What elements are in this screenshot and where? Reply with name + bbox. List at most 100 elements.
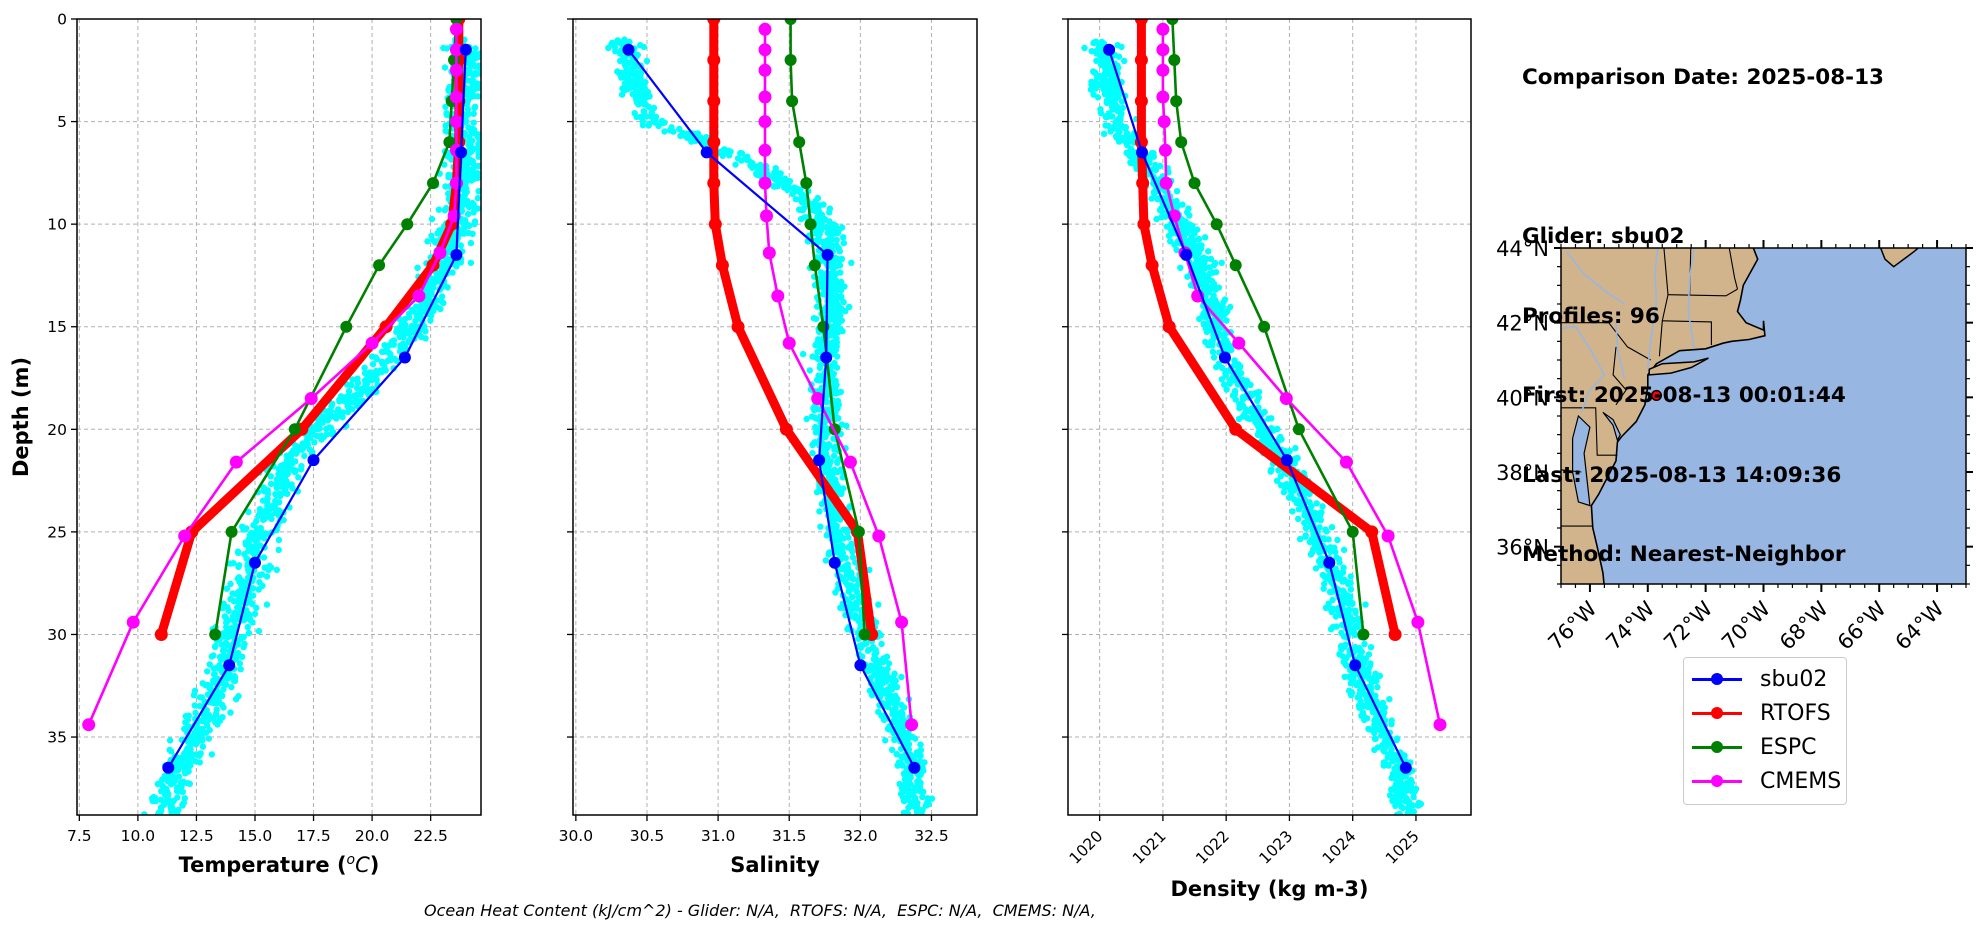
scatter-point: [190, 737, 198, 744]
scatter-point: [1209, 281, 1217, 289]
scatter-point: [1223, 317, 1230, 324]
scatter-point: [879, 666, 886, 673]
scatter-point: [163, 775, 171, 783]
scatter-point: [1201, 234, 1209, 241]
data-point-rtofs: [779, 422, 793, 436]
scatter-point: [443, 110, 450, 117]
scatter-point: [335, 406, 342, 413]
scatter-point: [405, 339, 412, 346]
scatter-point: [273, 566, 280, 574]
scatter-point: [261, 515, 268, 523]
scatter-point: [437, 305, 444, 313]
scatter-point: [1250, 414, 1258, 421]
scatter-point: [295, 474, 302, 481]
scatter-point: [1296, 535, 1304, 543]
data-point-rtofs: [707, 19, 721, 26]
scatter-point: [249, 619, 256, 626]
legend-swatch-rtofs: [1692, 707, 1742, 719]
scatter-point: [621, 80, 629, 87]
scatter-point: [1308, 549, 1316, 556]
scatter-point: [1222, 372, 1230, 379]
scatter-point: [217, 665, 224, 672]
scatter-point: [1336, 575, 1343, 583]
scatter-point: [394, 325, 401, 332]
scatter-point: [484, 44, 490, 50]
scatter-point: [474, 93, 481, 100]
scatter-point: [888, 746, 896, 754]
scatter-point: [459, 202, 466, 209]
comparison-date: Comparison Date: 2025-08-13: [1522, 65, 1885, 90]
scatter-point: [812, 429, 819, 436]
scatter-point: [1173, 246, 1180, 254]
scatter-point: [1340, 564, 1347, 571]
scatter-point: [460, 162, 467, 169]
scatter-point: [199, 680, 206, 687]
data-point-sbu02: [307, 454, 320, 467]
scatter-point: [444, 284, 451, 291]
series-line-cmems: [1161, 27, 1442, 727]
scatter-point: [811, 204, 818, 212]
data-point-cmems: [1156, 43, 1170, 57]
scatter-point: [834, 468, 841, 475]
scatter-point: [219, 692, 226, 699]
glider-location-marker: [1650, 389, 1663, 402]
scatter-point: [840, 239, 847, 247]
scatter-point: [471, 104, 478, 112]
scatter-point: [319, 419, 326, 426]
scatter-point: [368, 353, 376, 360]
data-point-cmems: [365, 336, 379, 350]
scatter-point: [1109, 78, 1116, 85]
data-point-cmems: [758, 63, 772, 77]
scatter-point: [912, 785, 919, 792]
scatter-point: [278, 473, 285, 480]
scatter-point: [864, 647, 872, 654]
scatter-point: [833, 236, 840, 244]
scatter-point: [1184, 273, 1191, 280]
scatter-point: [845, 534, 852, 541]
scatter-point: [173, 809, 181, 815]
scatter-point: [235, 563, 242, 571]
scatter-point: [1358, 712, 1365, 719]
scatter-point: [369, 361, 377, 368]
scatter-point: [1127, 159, 1134, 166]
scatter-point: [637, 70, 645, 77]
data-point-sbu02: [821, 248, 834, 261]
scatter-point: [1347, 586, 1355, 593]
data-point-espc: [808, 259, 821, 272]
series-sbu02: [162, 43, 472, 774]
data-point-cmems: [782, 336, 796, 350]
scatter-point: [229, 590, 236, 597]
scatter-point: [1344, 606, 1352, 614]
scatter-point: [424, 238, 431, 245]
scatter-point: [187, 746, 194, 753]
lat-tick-label: 38°N: [1496, 461, 1549, 485]
data-point-sbu02: [1349, 659, 1362, 672]
scatter-point: [245, 566, 252, 573]
y-tick-label: 30: [47, 626, 67, 644]
scatter-point: [666, 127, 674, 134]
scatter-point: [238, 599, 245, 606]
scatter-point: [386, 356, 393, 363]
scatter-point: [1090, 91, 1097, 98]
scatter-point: [866, 687, 874, 694]
scatter-point: [614, 37, 621, 44]
scatter-point: [272, 500, 279, 508]
scatter-point: [817, 523, 824, 530]
scatter-point: [830, 370, 837, 377]
series-espc: [209, 19, 463, 641]
scatter-point: [211, 643, 219, 651]
scatter-point: [1205, 248, 1212, 255]
data-point-espc: [1168, 54, 1181, 66]
scatter-point: [373, 371, 381, 378]
scatter-point: [1319, 503, 1326, 510]
scatter-point: [292, 450, 300, 457]
scatter-point: [1104, 83, 1111, 91]
scatter-point: [893, 751, 900, 758]
scatter-point: [231, 677, 239, 685]
scatter-point: [645, 91, 652, 99]
data-point-espc: [427, 177, 439, 190]
scatter-point: [848, 541, 856, 549]
first-time: First: 2025-08-13 00:01:44: [1522, 383, 1846, 408]
lon-tick-label: 64°W: [1891, 596, 1949, 654]
legend-swatch-cmems: [1692, 775, 1742, 787]
